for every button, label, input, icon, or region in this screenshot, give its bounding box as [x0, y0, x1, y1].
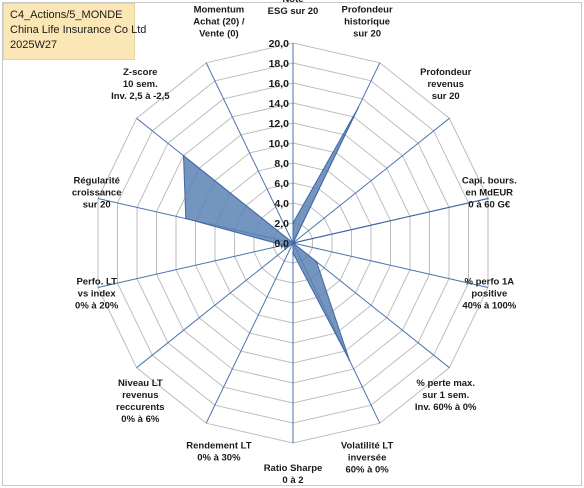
category-label: Niveau LT revenus reccurents 0% à 6%	[116, 378, 165, 425]
radial-tick-labels: 0,0 2,0 4,0 6,0 8,0 10,0 12,0 14,0 16,0 18,0 20,0	[269, 38, 290, 250]
category-label: Volatilité LT inversée 60% à 0%	[341, 441, 394, 476]
tick-label: 4,0	[274, 198, 289, 210]
category-label: % perte max. sur 1 sem. Inv. 60% à 0%	[415, 378, 477, 413]
data-point	[292, 222, 294, 224]
category-label: % perfo 1A positive 40% à 100%	[462, 276, 516, 311]
axis-spoke	[97, 242, 294, 288]
data-point	[348, 359, 351, 361]
category-label: Profondeur revenus sur 20	[420, 67, 471, 102]
axis-spoke	[136, 242, 294, 369]
data-point	[292, 242, 294, 244]
category-label: NoteESG sur 20	[268, 0, 319, 17]
tick-label: 8,0	[274, 158, 289, 170]
tick-label: 20,0	[269, 38, 290, 50]
category-label: Perfo. LT vs index 0% à 20%	[75, 276, 119, 311]
tick-label: 6,0	[274, 178, 289, 190]
data-point	[282, 244, 285, 246]
category-label: Profondeur historique sur 20	[341, 4, 392, 39]
data-point	[357, 107, 359, 109]
axis-spoke	[292, 117, 450, 244]
data-point	[487, 197, 489, 200]
data-point	[185, 217, 187, 220]
category-label: Z-score 10 sem. Inv. 2,5 à -2,5	[111, 67, 170, 102]
data-point	[182, 154, 185, 157]
tick-label: 10,0	[269, 138, 290, 150]
series-area	[182, 107, 489, 361]
axis-spoke	[292, 242, 450, 369]
category-label: Capi. bours. en MdEUR 0 à 60 G€	[462, 176, 517, 211]
title-line-week: 2025W27	[10, 39, 58, 51]
data-point	[284, 248, 287, 250]
category-label: Ratio Sharpe 0 à 2	[264, 463, 323, 486]
category-label: Régularité croissance sur 20	[72, 176, 122, 211]
chart-title-box: C4_Actions/5_MONDE China Life Insurance …	[3, 3, 147, 60]
tick-label: 14,0	[269, 98, 290, 110]
tick-label: 18,0	[269, 58, 290, 70]
tick-label: 0,0	[274, 238, 289, 250]
data-point	[292, 252, 294, 254]
axis-spoke	[205, 62, 294, 244]
category-label: Rendement LT 0% à 30%	[186, 441, 251, 464]
tick-label: 16,0	[269, 78, 290, 90]
data-point	[315, 260, 318, 263]
title-line-company: China Life Insurance Co Ltd	[10, 24, 147, 36]
axis-spoke	[292, 242, 489, 288]
tick-label: 12,0	[269, 118, 290, 130]
title-line-category: C4_Actions/5_MONDE	[10, 9, 123, 21]
tick-label: 2,0	[274, 218, 289, 230]
category-label: Momentum Achat (20) / Vente (0)	[193, 4, 245, 39]
axis-spoke	[205, 242, 294, 424]
radar-series	[182, 107, 489, 361]
